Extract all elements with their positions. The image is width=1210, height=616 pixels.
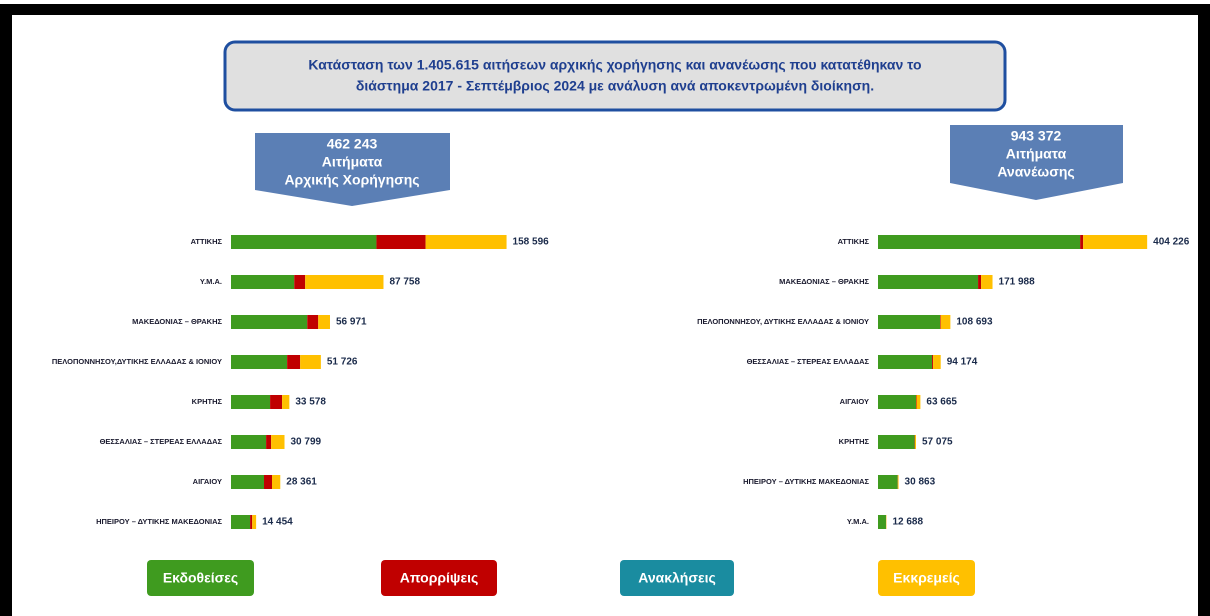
title-box [223,40,1007,112]
category-label: ΘΕΣΣΑΛΙΑΣ – ΣΤΕΡΕΑΣ ΕΛΛΑΔΑΣ [747,357,870,366]
bar-segment [940,315,941,329]
total-label: 56 971 [336,317,367,328]
header-arrow [255,133,450,206]
header-text: 462 243 [327,136,378,152]
legend-swatch [620,560,734,596]
bar-segment [271,435,285,449]
category-label: ΘΕΣΣΑΛΙΑΣ – ΣΤΕΡΕΑΣ ΕΛΛΑΔΑΣ [100,437,223,446]
category-label: ΗΠΕΙΡΟΥ – ΔΥΤΙΚΗΣ ΜΑΚΕΔΟΝΙΑΣ [96,517,222,526]
total-label: 404 226 [1153,237,1190,248]
total-label: 63 665 [926,397,957,408]
bar-segment [878,315,941,329]
category-label: ΗΠΕΙΡΟΥ – ΔΥΤΙΚΗΣ ΜΑΚΕΔΟΝΙΑΣ [743,477,869,486]
total-label: 51 726 [327,357,358,368]
category-label: ΜΑΚΕΔΟΝΙΑΣ – ΘΡΑΚΗΣ [779,277,869,286]
total-label: 94 174 [947,357,978,368]
bar-segment [318,315,330,329]
bar-segment [878,395,917,409]
header-arrow [950,125,1123,200]
category-label: ΠΕΛΟΠΟΝΝΗΣΟΥ, ΔΥΤΙΚΗΣ ΕΛΛΑΔΑΣ & ΙΟΝΙΟΥ [697,317,869,326]
bar-segment [264,475,273,489]
bar-segment [307,315,319,329]
category-label: Υ.Μ.Α. [200,277,222,286]
bar-segment [231,515,251,529]
bar-segment [300,355,321,369]
total-label: 108 693 [956,317,993,328]
bar-segment [231,235,377,249]
bar-segment [914,435,917,449]
total-label: 171 988 [999,277,1036,288]
bar-segment [231,395,271,409]
legend-label: Ανακλήσεις [638,570,716,586]
bar-segment [287,355,301,369]
total-label: 57 075 [922,437,953,448]
bar-segment [916,395,921,409]
bar-segment [878,475,898,489]
header-text: Αρχικής Χορήγησης [284,172,419,188]
bar-segment [270,395,283,409]
bar-segment [294,275,306,289]
bar-segment [932,355,934,369]
total-label: 87 758 [389,277,420,288]
bar-segment [376,235,426,249]
frame-top [0,4,1210,15]
category-label: ΚΡΗΤΗΣ [839,437,870,446]
bar-segment [1083,235,1148,249]
bar-segment [282,395,290,409]
total-label: 30 799 [291,437,322,448]
bar-segment [231,355,288,369]
bar-segment [878,435,915,449]
header-text: 943 372 [1011,128,1062,144]
total-label: 14 454 [262,517,293,528]
bar-segment [940,315,951,329]
category-label: ΑΙΓΑΙΟΥ [193,477,222,486]
category-label: ΚΡΗΤΗΣ [192,397,223,406]
frame-left [0,4,12,616]
category-label: Υ.Μ.Α. [847,517,869,526]
bar-segment [981,275,993,289]
bar-segment [878,355,933,369]
legend-swatch [147,560,254,596]
title: Κατάσταση των 1.405.615 αιτήσεων αρχικής… [308,57,921,73]
bar-segment [878,515,886,529]
bar-segment [272,475,281,489]
bar-segment [878,235,1081,249]
bar-segment [231,475,265,489]
bar-segment [231,435,267,449]
title: διάστημα 2017 - Σεπτέμβριος 2024 με ανάλ… [356,78,874,94]
bar-segment [916,395,917,409]
bar-segment [878,275,979,289]
category-label: ΑΙΓΑΙΟΥ [840,397,869,406]
total-label: 33 578 [295,397,326,408]
bar-segment [305,275,384,289]
legend-label: Εκδοθείσες [163,570,238,586]
bar-segment [231,275,295,289]
legend-swatch [381,560,497,596]
bar-segment [231,315,308,329]
total-label: 30 863 [905,477,936,488]
bar-segment [250,515,253,529]
category-label: ΑΤΤΙΚΗΣ [191,237,223,246]
legend-swatch [878,560,975,596]
bar-segment [978,275,982,289]
total-label: 158 596 [513,237,550,248]
bar-segment [1080,235,1084,249]
total-label: 28 361 [286,477,317,488]
category-label: ΜΑΚΕΔΟΝΙΑΣ – ΘΡΑΚΗΣ [132,317,222,326]
header-text: Αιτήματα [1006,146,1067,162]
bar-segment [933,355,941,369]
bar-segment [266,435,272,449]
category-label: ΑΤΤΙΚΗΣ [838,237,870,246]
frame-right [1198,4,1210,616]
header-text: Ανανέωσης [997,164,1074,180]
legend-label: Απορρίψεις [400,570,479,586]
header-text: Αιτήματα [322,154,383,170]
bar-segment [897,475,899,489]
category-label: ΠΕΛΟΠΟΝΝΗΣΟΥ,ΔΥΤΙΚΗΣ ΕΛΛΑΔΑΣ & ΙΟΝΙΟΥ [52,357,222,366]
bar-segment [252,515,257,529]
legend-label: Εκκρεμείς [893,570,960,586]
total-label: 12 688 [892,517,923,528]
bar-segment [425,235,507,249]
